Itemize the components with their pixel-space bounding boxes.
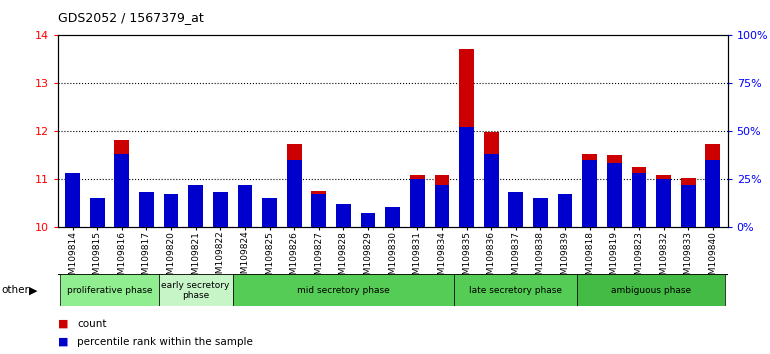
Bar bbox=[90, 198, 105, 227]
Bar bbox=[164, 194, 179, 227]
Bar bbox=[237, 184, 253, 227]
Bar bbox=[60, 274, 159, 306]
Bar bbox=[410, 179, 425, 227]
Text: GDS2052 / 1567379_at: GDS2052 / 1567379_at bbox=[58, 11, 203, 24]
Bar bbox=[233, 274, 454, 306]
Bar bbox=[681, 178, 695, 227]
Bar bbox=[385, 221, 400, 227]
Bar bbox=[213, 192, 228, 227]
Bar bbox=[607, 155, 621, 227]
Bar bbox=[631, 167, 646, 227]
Bar bbox=[139, 192, 154, 227]
Bar bbox=[90, 210, 105, 227]
Bar bbox=[607, 164, 621, 227]
Bar bbox=[582, 154, 597, 227]
Bar bbox=[360, 213, 376, 227]
Bar bbox=[681, 184, 695, 227]
Bar bbox=[484, 132, 499, 227]
Text: ambiguous phase: ambiguous phase bbox=[611, 286, 691, 295]
Bar bbox=[434, 175, 450, 227]
Bar bbox=[164, 195, 179, 227]
Bar bbox=[557, 194, 572, 227]
Text: count: count bbox=[77, 319, 106, 329]
Text: ■: ■ bbox=[58, 337, 69, 347]
Bar bbox=[286, 144, 302, 227]
Bar bbox=[578, 274, 725, 306]
Bar bbox=[360, 223, 376, 227]
Bar bbox=[533, 205, 548, 227]
Bar bbox=[631, 173, 646, 227]
Bar bbox=[508, 192, 524, 227]
Bar bbox=[533, 198, 548, 227]
Text: other: other bbox=[2, 285, 29, 295]
Bar bbox=[159, 274, 233, 306]
Bar bbox=[557, 204, 572, 227]
Bar bbox=[454, 274, 578, 306]
Bar bbox=[189, 185, 203, 227]
Bar bbox=[434, 184, 450, 227]
Bar bbox=[656, 175, 671, 227]
Bar bbox=[459, 49, 474, 227]
Bar bbox=[336, 210, 351, 227]
Bar bbox=[311, 191, 326, 227]
Text: percentile rank within the sample: percentile rank within the sample bbox=[77, 337, 253, 347]
Text: ■: ■ bbox=[58, 319, 69, 329]
Bar bbox=[115, 139, 129, 227]
Bar bbox=[65, 173, 80, 227]
Text: mid secretory phase: mid secretory phase bbox=[297, 286, 390, 295]
Bar bbox=[311, 194, 326, 227]
Bar bbox=[237, 194, 253, 227]
Text: proliferative phase: proliferative phase bbox=[67, 286, 152, 295]
Bar bbox=[508, 192, 524, 227]
Bar bbox=[705, 144, 720, 227]
Bar bbox=[189, 184, 203, 227]
Bar bbox=[484, 154, 499, 227]
Bar bbox=[115, 154, 129, 227]
Bar bbox=[262, 205, 277, 227]
Text: ▶: ▶ bbox=[29, 285, 38, 295]
Bar bbox=[459, 127, 474, 227]
Bar bbox=[656, 179, 671, 227]
Bar bbox=[139, 194, 154, 227]
Bar bbox=[582, 160, 597, 227]
Text: late secretory phase: late secretory phase bbox=[470, 286, 562, 295]
Bar bbox=[262, 198, 277, 227]
Bar bbox=[213, 192, 228, 227]
Bar bbox=[705, 160, 720, 227]
Text: early secretory
phase: early secretory phase bbox=[162, 281, 230, 300]
Bar bbox=[410, 176, 425, 227]
Bar bbox=[286, 160, 302, 227]
Bar bbox=[385, 207, 400, 227]
Bar bbox=[336, 204, 351, 227]
Bar bbox=[65, 183, 80, 227]
